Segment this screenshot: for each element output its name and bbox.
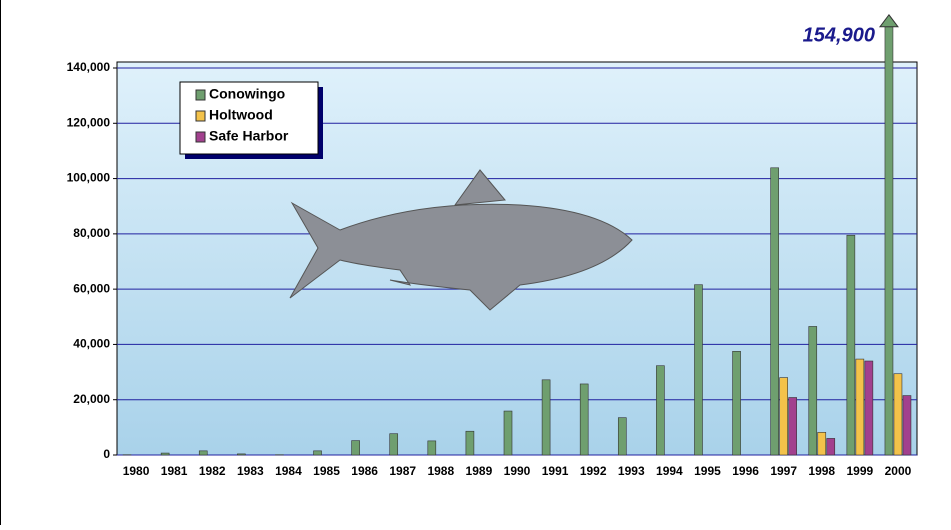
bar <box>656 366 664 455</box>
y-tick-label: 100,000 <box>67 171 111 185</box>
x-tick-label: 1991 <box>542 464 569 478</box>
y-tick-label: 0 <box>103 447 110 461</box>
x-tick-label: 1998 <box>808 464 835 478</box>
y-tick-label: 80,000 <box>73 226 110 240</box>
x-tick-label: 1980 <box>123 464 150 478</box>
bar <box>428 441 436 455</box>
value-label: 154,900 <box>803 24 875 46</box>
x-tick-label: 1988 <box>427 464 454 478</box>
y-tick-label: 140,000 <box>67 60 111 74</box>
x-tick-label: 1989 <box>466 464 493 478</box>
x-tick-label: 1992 <box>580 464 607 478</box>
y-tick-label: 120,000 <box>67 115 111 129</box>
bar <box>789 398 797 455</box>
y-tick-label: 40,000 <box>73 337 110 351</box>
x-tick-label: 1994 <box>656 464 683 478</box>
x-tick-label: 2000 <box>885 464 912 478</box>
y-tick-label: 20,000 <box>73 392 110 406</box>
bar <box>856 359 864 455</box>
x-tick-label: 1995 <box>694 464 721 478</box>
legend-label: Conowingo <box>209 86 285 102</box>
bar <box>694 285 702 455</box>
x-tick-label: 1999 <box>847 464 874 478</box>
bar <box>733 351 741 455</box>
bar <box>161 453 169 455</box>
bar <box>390 434 398 455</box>
overflow-arrow <box>880 15 898 27</box>
x-tick-label: 1981 <box>161 464 188 478</box>
x-tick-label: 1990 <box>504 464 531 478</box>
legend-label: Holtwood <box>209 107 273 123</box>
legend-swatch <box>196 132 205 142</box>
x-tick-label: 1997 <box>770 464 797 478</box>
y-tick-label: 60,000 <box>73 281 110 295</box>
legend-swatch <box>196 111 205 121</box>
x-tick-label: 1985 <box>313 464 340 478</box>
bar <box>314 451 322 455</box>
legend-label: Safe Harbor <box>209 128 289 144</box>
bar <box>618 418 626 455</box>
bar <box>237 454 245 455</box>
x-tick-label: 1987 <box>389 464 416 478</box>
bar <box>865 361 873 455</box>
x-tick-label: 1986 <box>351 464 378 478</box>
bar <box>827 438 835 455</box>
bar <box>504 411 512 455</box>
x-tick-label: 1993 <box>618 464 645 478</box>
bar <box>352 441 360 455</box>
bar <box>809 326 817 455</box>
legend-swatch <box>196 90 205 100</box>
x-tick-label: 1982 <box>199 464 226 478</box>
bar <box>847 235 855 455</box>
bar <box>580 384 588 455</box>
bar <box>542 380 550 455</box>
bar <box>466 431 474 455</box>
bar <box>818 432 826 455</box>
bar <box>903 396 911 455</box>
bar <box>199 451 207 455</box>
x-tick-label: 1983 <box>237 464 264 478</box>
bar <box>771 168 779 455</box>
x-tick-label: 1996 <box>732 464 759 478</box>
bar <box>780 378 788 455</box>
x-tick-label: 1984 <box>275 464 302 478</box>
bar <box>894 374 902 455</box>
bar <box>885 27 893 455</box>
